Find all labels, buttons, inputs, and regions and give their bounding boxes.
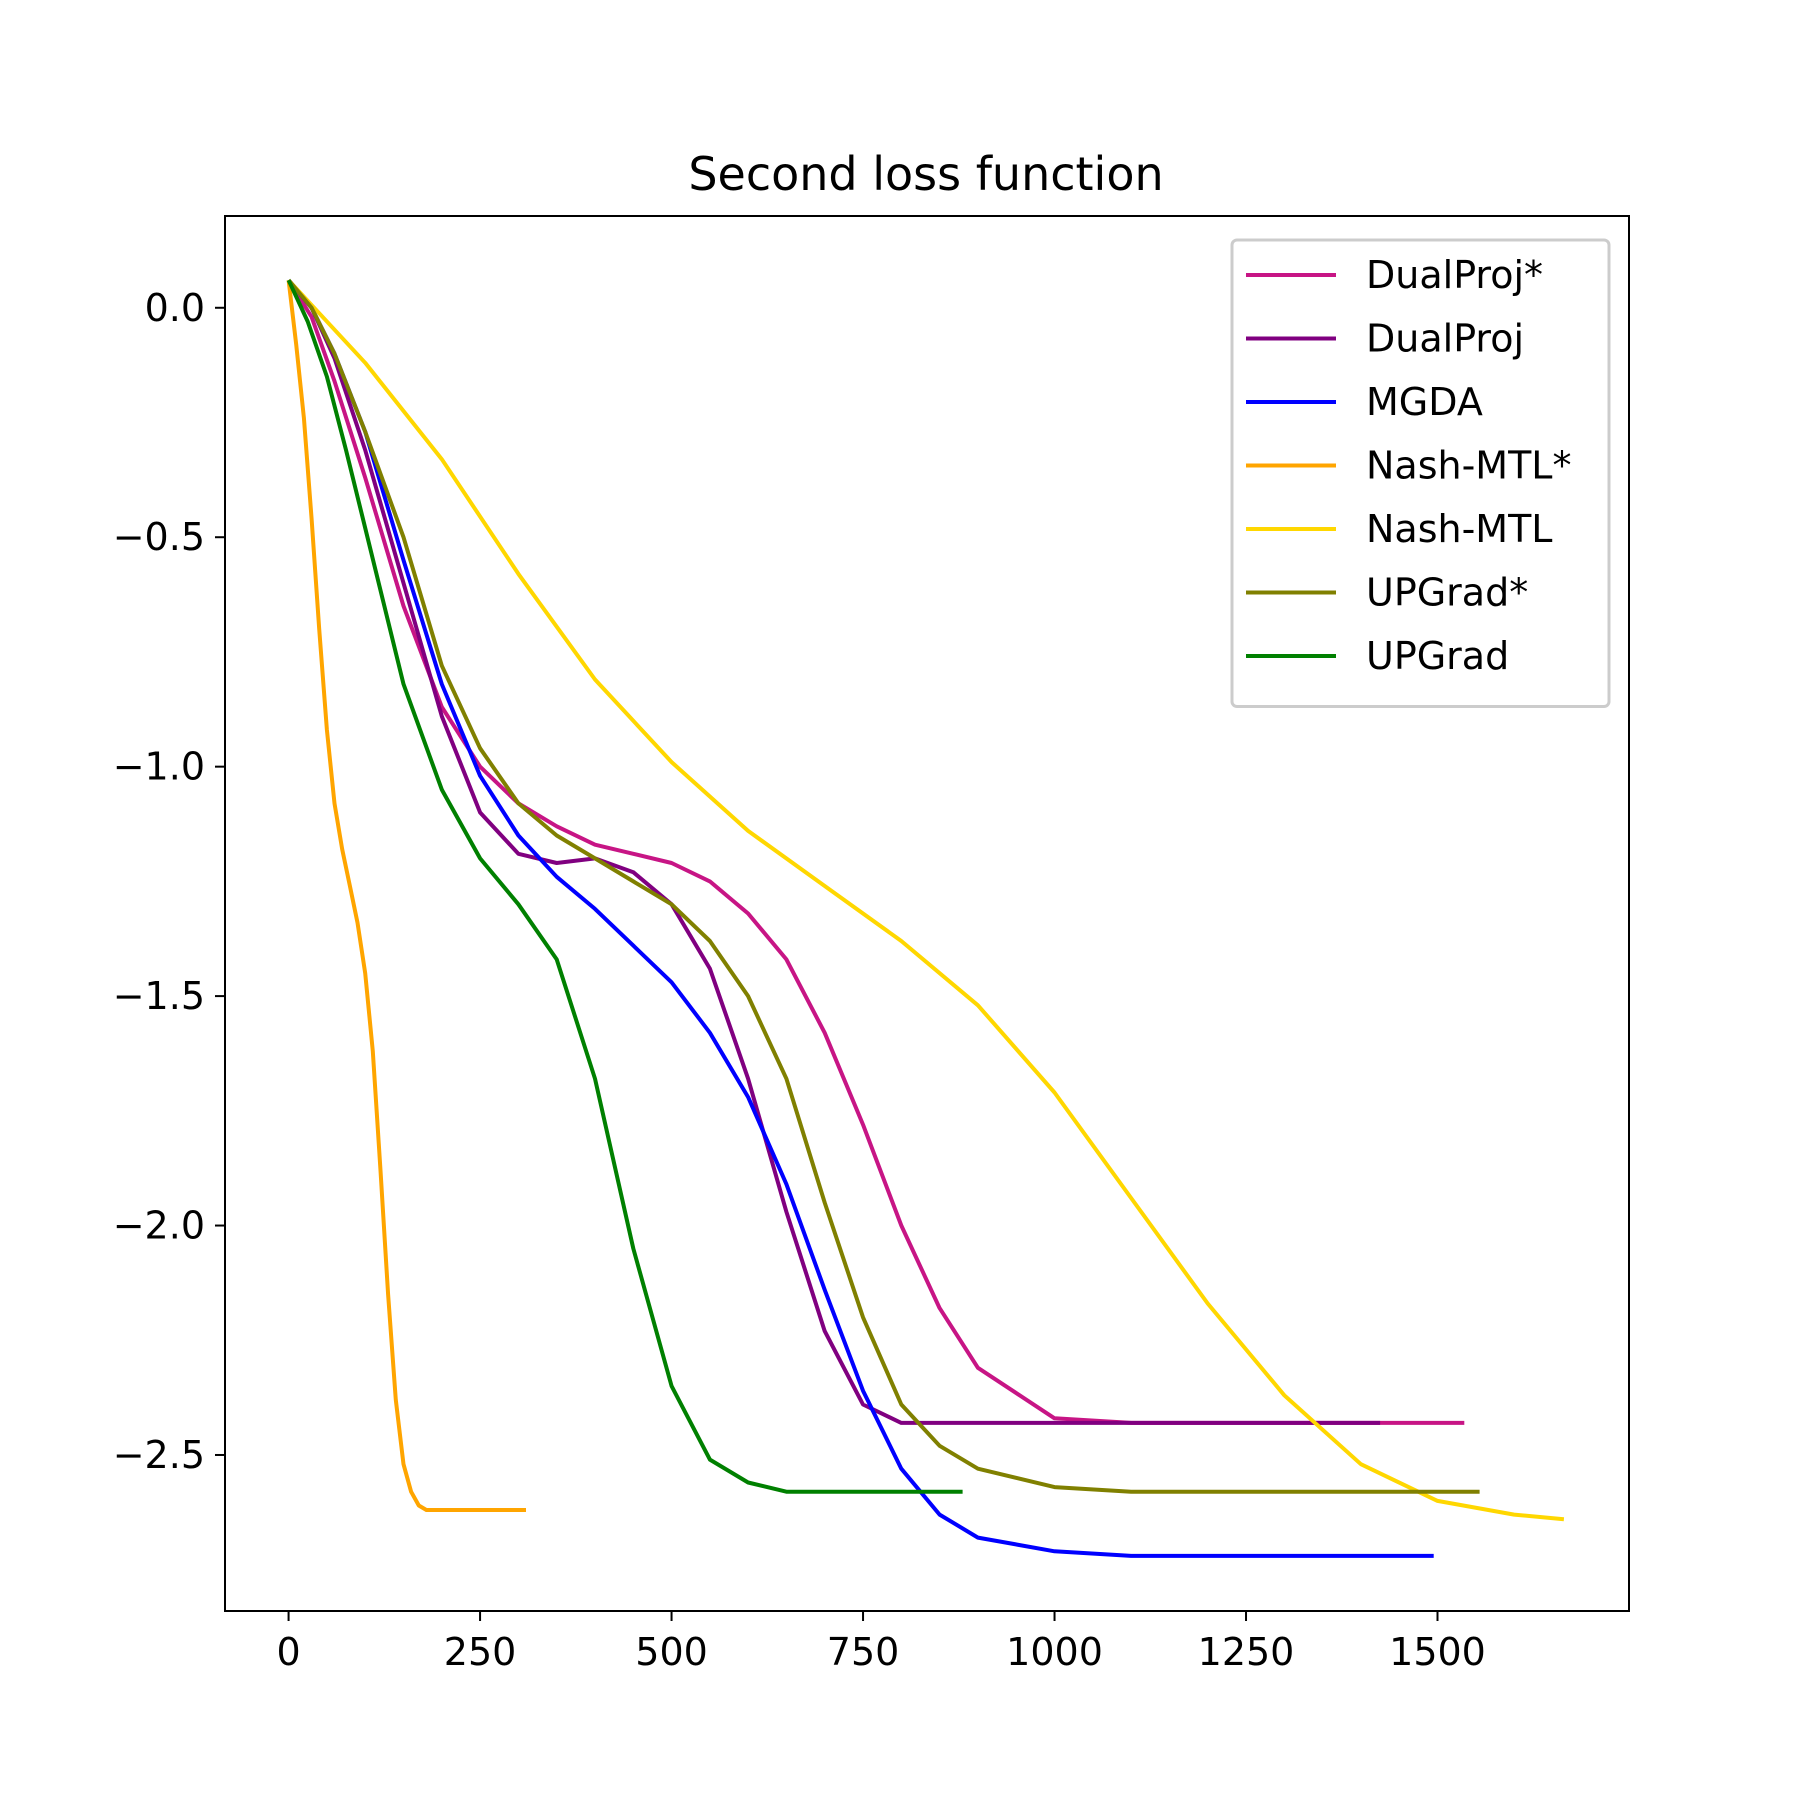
series-line-4 [287,278,1565,1522]
legend-label: MGDA [1366,380,1483,424]
plot-frame [224,215,1630,1612]
x-tick-label: 500 [635,1630,708,1674]
legend-label: Nash-MTL [1366,507,1552,551]
series-line-5 [287,278,1480,1494]
x-tick-label: 1500 [1389,1630,1486,1674]
y-tick-label: 0.0 [145,286,205,330]
x-tick-label: 750 [827,1630,900,1674]
legend-box [1230,238,1611,708]
y-tick-label: −1.0 [113,745,205,789]
x-tick-label: 1250 [1198,1630,1295,1674]
x-axis: 0 250 500 750 1000 1250 1500 [276,1611,1486,1674]
series-line-2 [287,278,1434,1558]
y-tick-label: −2.5 [113,1433,205,1477]
legend-label: UPGrad* [1366,571,1528,615]
series-layer [286,278,1565,1558]
y-axis: 0.0 −0.5 −1.0 −1.5 −2.0 −2.5 [113,286,225,1477]
series-line-3 [286,279,526,1512]
series-line-6 [286,279,963,1494]
y-tick-label: −2.0 [113,1204,205,1248]
series-line-1 [287,278,1381,1425]
y-tick-label: −1.5 [113,974,205,1018]
legend-label: Nash-MTL* [1366,444,1571,488]
x-tick-label: 1000 [1006,1630,1103,1674]
legend-label: DualProj* [1366,253,1543,297]
chart-title: Second loss function [688,147,1163,201]
legend-label: DualProj [1366,317,1524,361]
x-tick-label: 250 [444,1630,517,1674]
x-tick-label: 0 [276,1630,300,1674]
legend-label: UPGrad [1366,634,1509,678]
legend: DualProj* DualProj MGDA Nash-MTL* Nash-MTL UP… [1230,238,1611,708]
y-tick-label: −0.5 [113,515,205,559]
